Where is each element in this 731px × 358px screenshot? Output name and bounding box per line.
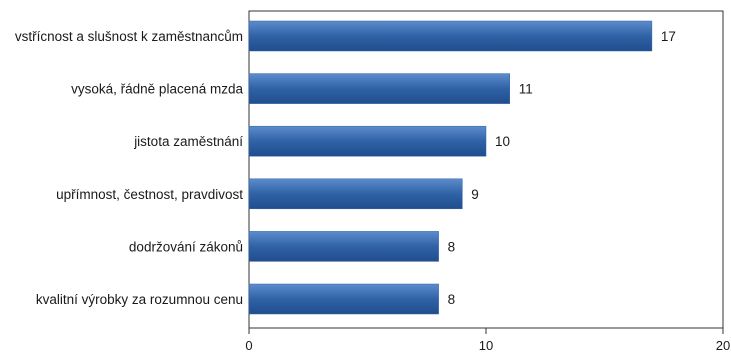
category-labels-group: vstřícnost a slušnost k zaměstnancům vyso… (15, 29, 244, 307)
x-axis: 0 10 20 (245, 328, 730, 353)
plot-frame (248, 10, 724, 329)
value-label: 8 (448, 239, 456, 254)
category-label: jistota zaměstnání (133, 134, 243, 149)
category-label: kvalitní výrobky za rozumnou cenu (36, 292, 243, 307)
bar (248, 231, 439, 262)
bar (248, 283, 439, 315)
value-label: 10 (495, 134, 510, 149)
category-label: vysoká, řádně placená mzda (71, 82, 243, 97)
value-label: 8 (448, 292, 456, 307)
category-label: upřímnost, čestnost, pravdivost (56, 187, 243, 202)
category-label: dodržování zákonů (129, 239, 243, 254)
bar (248, 125, 487, 157)
bar (248, 20, 653, 52)
category-label: vstřícnost a slušnost k zaměstnancům (15, 29, 243, 44)
bar (248, 178, 463, 210)
x-tick-label: 20 (716, 338, 730, 353)
x-tick-label: 0 (245, 338, 252, 353)
value-label: 17 (661, 29, 676, 44)
bar (248, 73, 510, 104)
value-label: 11 (519, 82, 533, 97)
x-tick-label: 10 (479, 338, 493, 353)
bars-group (248, 20, 653, 315)
value-label: 9 (471, 187, 479, 202)
value-labels-group: 17 11 10 9 8 8 (448, 29, 676, 307)
